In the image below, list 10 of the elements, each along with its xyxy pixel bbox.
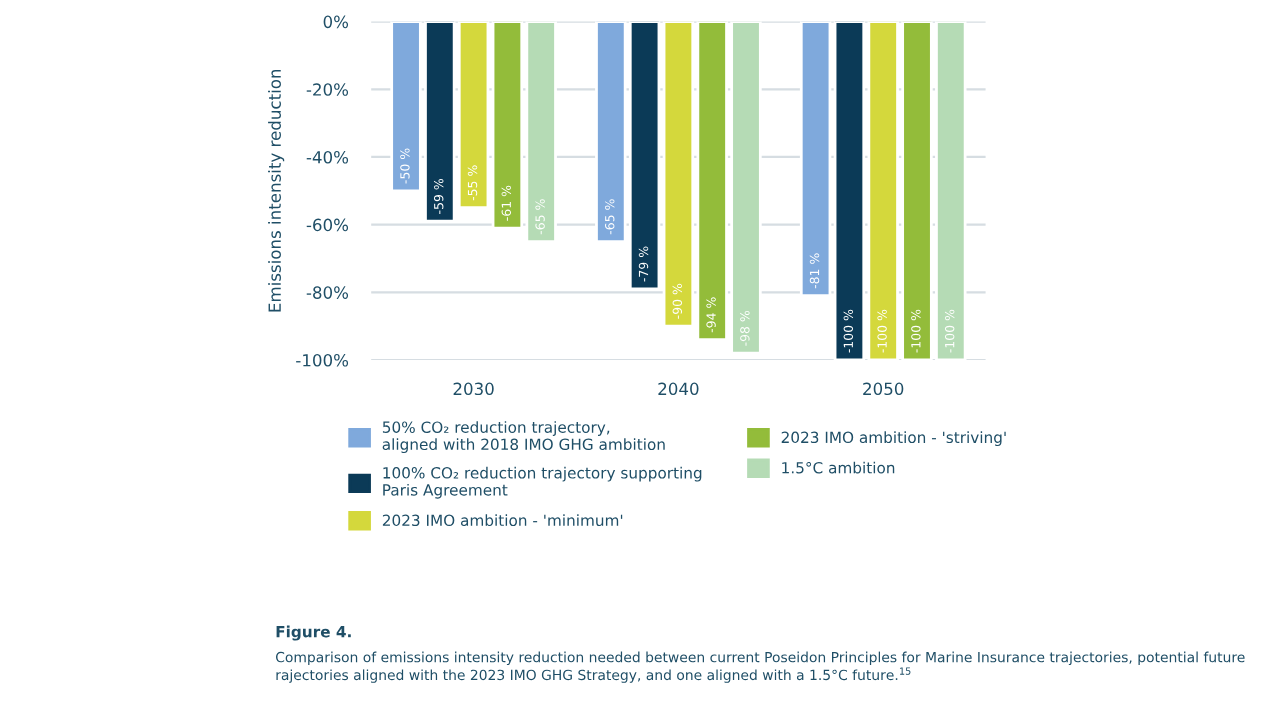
x-tick-label: 2040 — [658, 382, 699, 396]
y-tick-label: 0% — [323, 15, 349, 29]
y-tick-label: -100% — [296, 353, 349, 367]
x-tick-label: 2050 — [863, 382, 904, 396]
y-tick-label: -20% — [306, 83, 349, 96]
y-tick-label: -60% — [306, 218, 349, 232]
y-tick-label: -80% — [306, 286, 349, 299]
y-axis-title: Emissions intensity reduction — [268, 69, 285, 312]
y-tick-label: -40% — [306, 150, 349, 164]
x-tick-label: 2030 — [453, 382, 494, 396]
